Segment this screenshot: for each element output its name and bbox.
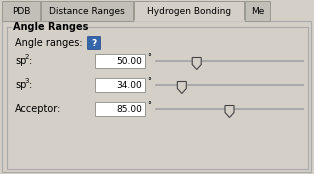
Polygon shape <box>177 81 186 93</box>
Polygon shape <box>225 105 234 117</box>
Text: Distance Ranges: Distance Ranges <box>49 6 125 15</box>
Text: Hydrogen Bonding: Hydrogen Bonding <box>147 6 231 15</box>
Text: °: ° <box>147 53 151 62</box>
Text: 2: 2 <box>24 54 29 60</box>
Bar <box>41 1 133 21</box>
Bar <box>95 78 145 92</box>
Bar <box>95 102 145 116</box>
Text: °: ° <box>147 77 151 86</box>
Text: PDB: PDB <box>12 6 30 15</box>
Polygon shape <box>192 57 201 69</box>
Text: sp: sp <box>15 56 26 66</box>
Text: 85.00: 85.00 <box>116 105 142 113</box>
Text: 50.00: 50.00 <box>116 57 142 65</box>
Text: °: ° <box>147 101 151 110</box>
Text: Angle Ranges: Angle Ranges <box>13 22 88 32</box>
Bar <box>2 21 311 172</box>
FancyBboxPatch shape <box>88 37 100 49</box>
Text: sp: sp <box>15 80 26 90</box>
Bar <box>95 54 145 68</box>
Text: Angle ranges:: Angle ranges: <box>15 38 83 48</box>
Text: ?: ? <box>91 38 97 48</box>
Text: :: : <box>29 56 32 66</box>
Text: 3: 3 <box>24 78 29 84</box>
Bar <box>245 1 270 21</box>
Text: Me: Me <box>251 6 264 15</box>
Bar <box>2 1 40 21</box>
Text: 34.00: 34.00 <box>116 81 142 89</box>
Text: Acceptor:: Acceptor: <box>15 104 61 114</box>
Bar <box>134 1 244 21</box>
Text: :: : <box>29 80 32 90</box>
